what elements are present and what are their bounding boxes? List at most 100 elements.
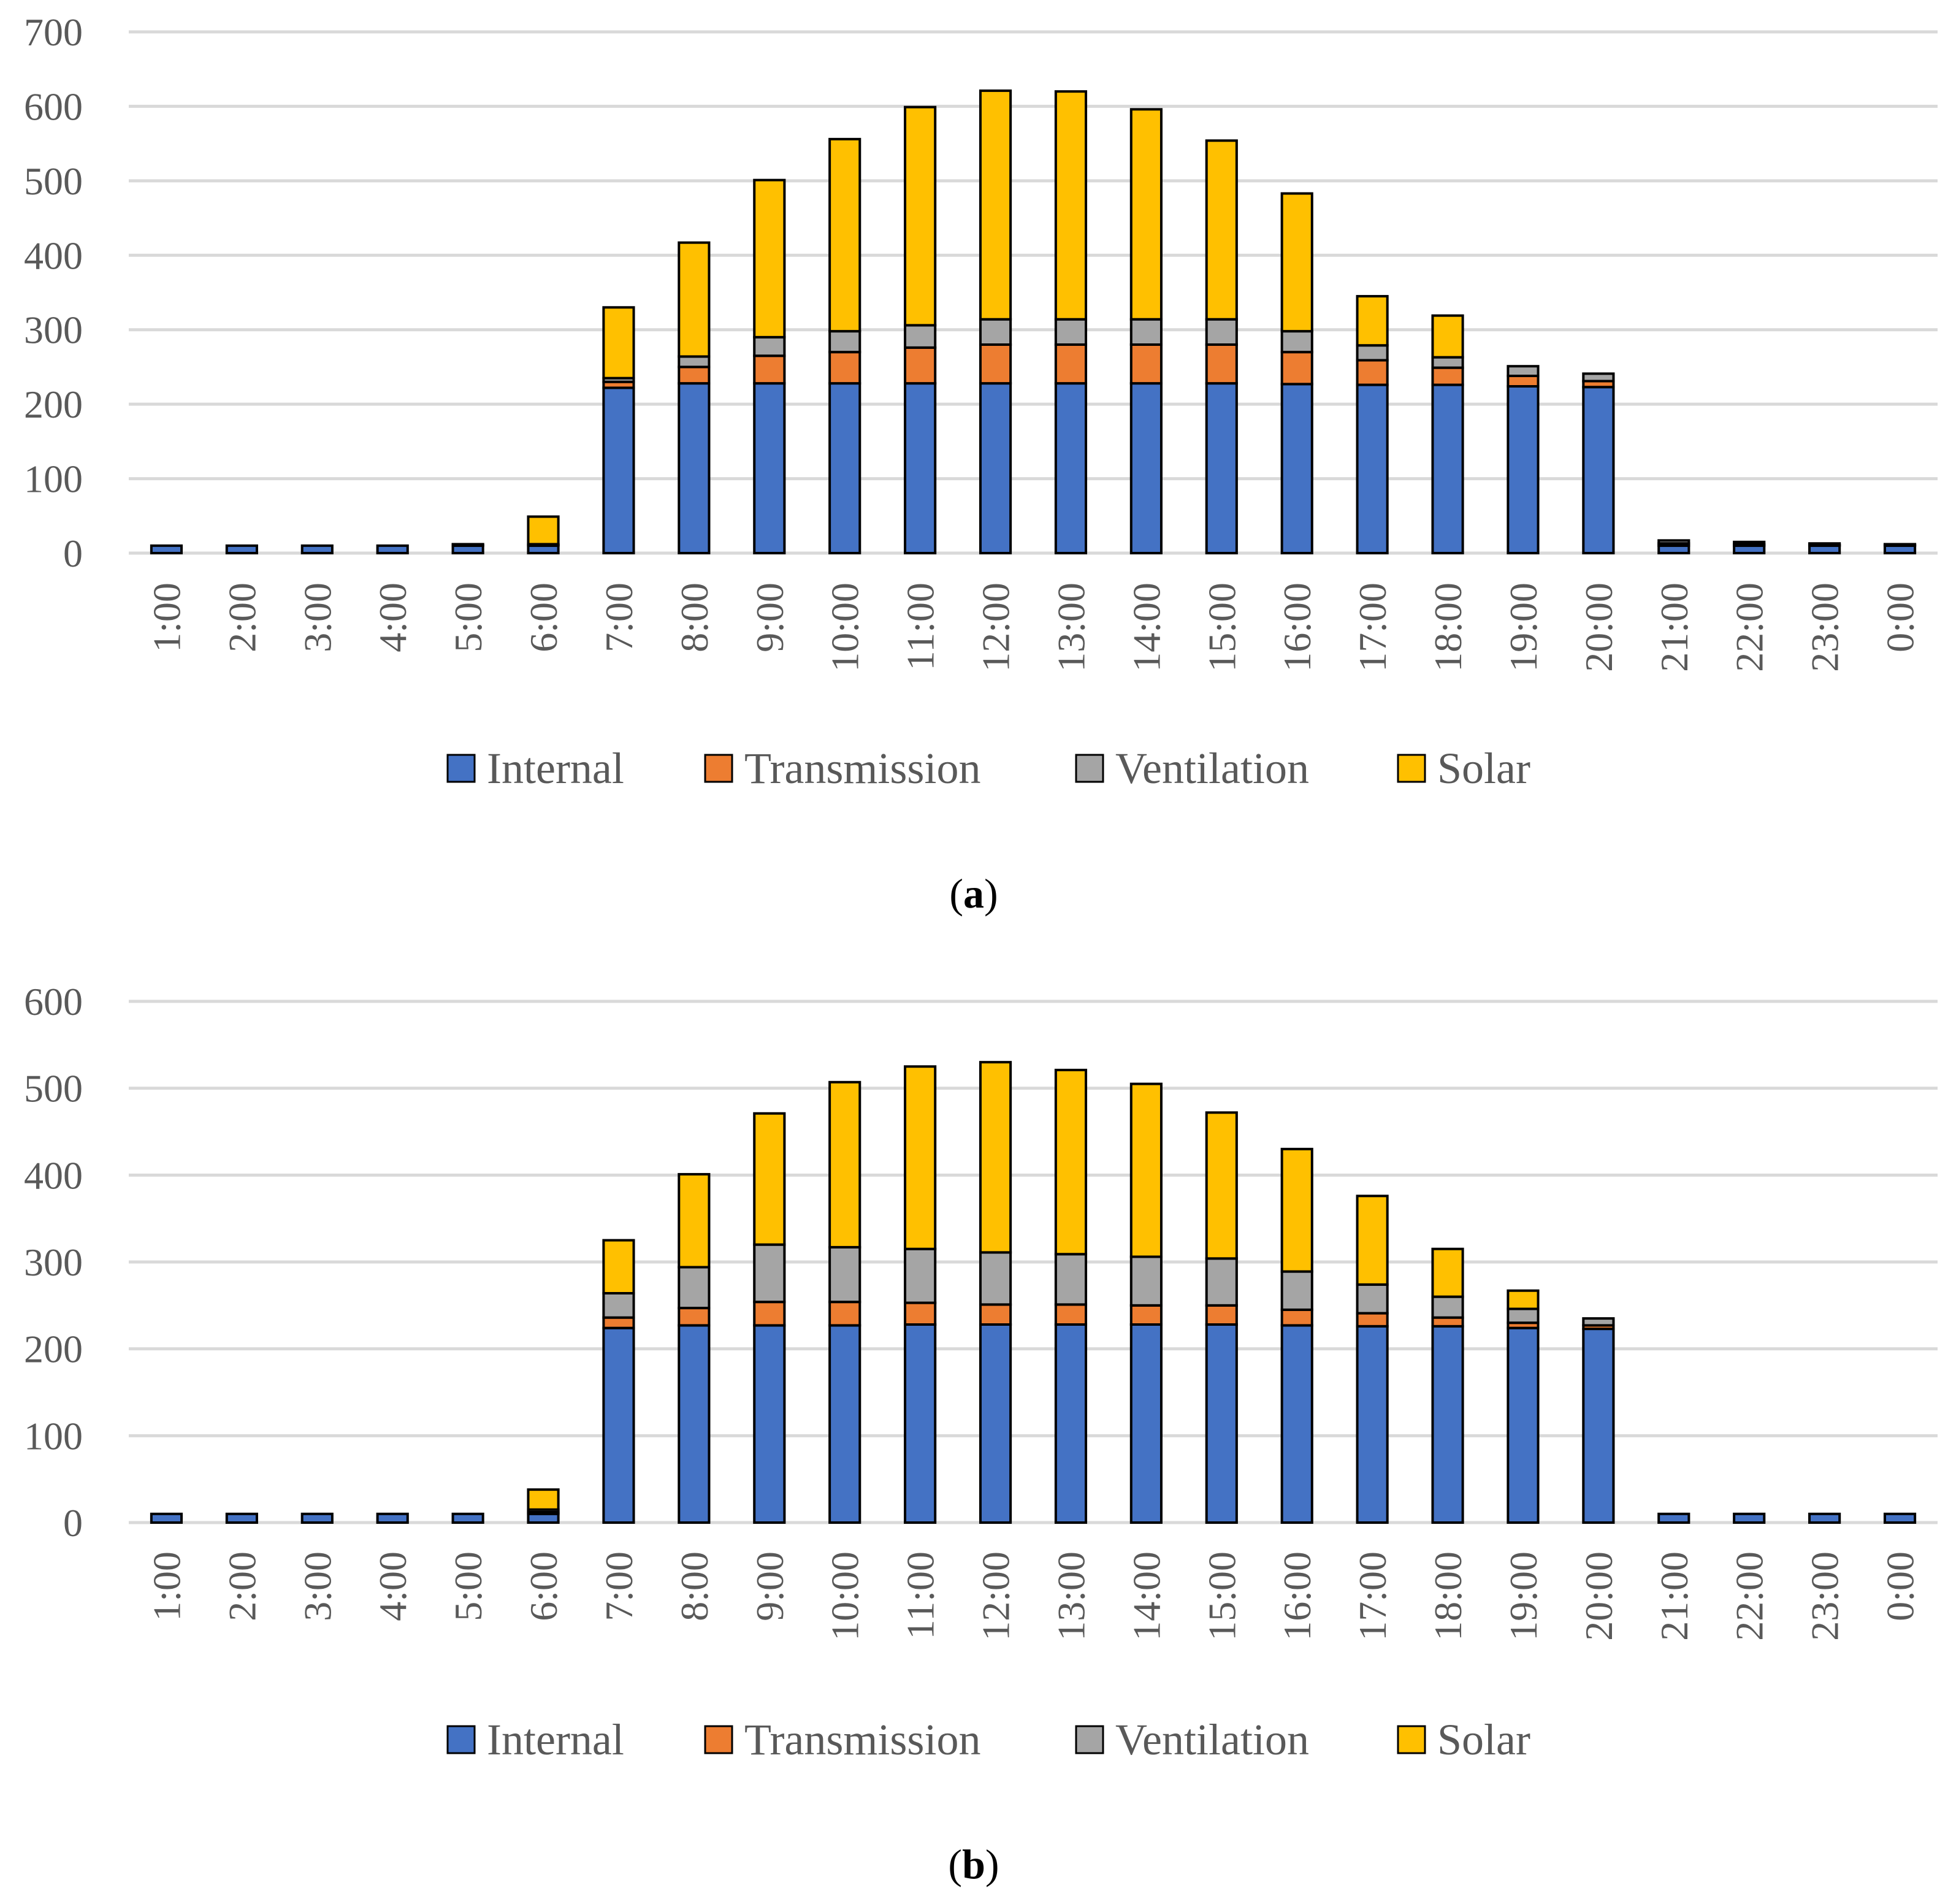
bar-segment-transmission	[1507, 375, 1540, 388]
bar-segment-ventilation	[828, 1245, 861, 1304]
bar-segment-internal	[753, 1324, 786, 1524]
bar-segment-transmission	[1054, 1303, 1088, 1326]
bar-segment-transmission	[1431, 1316, 1464, 1328]
chart-b: 0 100 200 300 400 500 600 1:00 2:00 3:00 4:00 5:00 6…	[24, 980, 1938, 1764]
bar-segment-ventilation	[1431, 356, 1464, 369]
bar-segment-solar	[1356, 295, 1389, 347]
bar-segment-ventilation	[678, 355, 711, 369]
bar-segment-ventilation	[1657, 539, 1690, 545]
x-tick-label: 13:00	[1049, 1551, 1093, 1641]
bar-segment-ventilation	[753, 1243, 786, 1304]
bar-segment-internal	[225, 544, 258, 554]
bar-segment-solar	[753, 1112, 786, 1246]
bar-segment-solar	[904, 105, 937, 327]
bar-segment-solar	[1431, 314, 1464, 359]
bar-segment-internal	[753, 382, 786, 555]
legend-label-internal: Internal	[487, 744, 624, 793]
bar-segment-internal	[1582, 1328, 1615, 1524]
x-tick-label: 12:00	[974, 583, 1018, 672]
bar-segment-internal	[1280, 383, 1313, 554]
bar-segment-solar	[828, 137, 861, 333]
bar-segment-internal	[1356, 1325, 1389, 1524]
legend-label-ventilation: Ventilation	[1115, 1715, 1309, 1764]
bar-segment-internal	[150, 1512, 183, 1524]
bar-segment-solar	[1280, 192, 1313, 333]
bar-segment-internal	[1054, 382, 1088, 555]
bar-segment-transmission	[1280, 351, 1313, 386]
y-tick-label: 200	[24, 383, 83, 426]
bar-segment-ventilation	[1808, 542, 1841, 546]
bar-segment-internal	[1431, 383, 1464, 554]
bar-segment-transmission	[828, 351, 861, 385]
bar-segment-internal	[602, 386, 635, 555]
x-tick-label: 4:00	[371, 583, 414, 652]
bar-segment-internal	[904, 1323, 937, 1524]
bar-segment-internal	[1205, 382, 1238, 555]
x-tick-label: 1:00	[145, 583, 188, 652]
bar-segment-ventilation	[1205, 318, 1238, 346]
bar-segment-transmission	[602, 1316, 635, 1329]
bar-segment-internal	[678, 1324, 711, 1524]
x-tick-label: 5:00	[446, 583, 490, 652]
bar-segment-ventilation	[602, 1292, 635, 1319]
legend-swatch-solar	[1397, 1725, 1426, 1754]
legend-swatch-internal	[446, 1725, 476, 1754]
x-tick-label: 15:00	[1200, 583, 1243, 672]
legend-swatch-ventilation	[1075, 1725, 1104, 1754]
bar-segment-internal	[150, 544, 183, 554]
bar-segment-ventilation	[1733, 540, 1766, 546]
bar-segment-internal	[1129, 1323, 1163, 1524]
bar-segment-solar	[979, 1061, 1012, 1254]
bar-segment-internal	[602, 1326, 635, 1524]
legend-label-solar: Solar	[1437, 1715, 1530, 1764]
x-tick-label: 7:00	[597, 583, 641, 652]
bar-segment-internal	[979, 1323, 1012, 1524]
bar-segment-ventilation	[1356, 1283, 1389, 1315]
x-tick-label: 18:00	[1426, 1551, 1470, 1641]
bar-segment-transmission	[1431, 366, 1464, 386]
bar-segment-ventilation	[753, 335, 786, 357]
panel-label-b: (b)	[948, 1841, 999, 1887]
bar-segment-ventilation	[1054, 1253, 1088, 1306]
y-tick-label: 600	[24, 980, 83, 1023]
x-tick-label: 21:00	[1652, 1551, 1696, 1641]
legend-swatch-solar	[1397, 754, 1426, 783]
bar-segment-ventilation	[1280, 330, 1313, 354]
bar-segment-transmission	[1129, 1304, 1163, 1326]
x-tick-label: 0:00	[1879, 583, 1922, 652]
y-tick-label: 300	[24, 308, 83, 352]
bar-segment-solar	[1054, 90, 1088, 321]
x-tick-label: 18:00	[1426, 583, 1470, 672]
y-tick-label: 0	[63, 1501, 83, 1545]
x-tick-label: 3:00	[296, 1551, 339, 1621]
bar-segment-transmission	[979, 343, 1012, 385]
bar-segment-transmission	[904, 1301, 937, 1326]
bar-segment-solar	[527, 1488, 560, 1511]
legend-swatch-transmission	[704, 1725, 733, 1754]
legend-label-transmission: Transmission	[744, 744, 980, 793]
bar-segment-transmission	[1356, 359, 1389, 386]
legend-label-ventilation: Ventilation	[1115, 744, 1309, 793]
x-tick-label: 19:00	[1502, 583, 1545, 672]
x-tick-label: 17:00	[1351, 583, 1394, 672]
x-tick-label: 13:00	[1049, 583, 1093, 672]
bar-segment-transmission	[1280, 1308, 1313, 1327]
bar-segment-transmission	[904, 346, 937, 385]
bar-segment-ventilation	[1507, 365, 1540, 378]
x-tick-label: 17:00	[1351, 1551, 1394, 1641]
bar-segment-internal	[979, 382, 1012, 555]
bar-segment-solar	[602, 306, 635, 380]
bar-segment-ventilation	[451, 543, 484, 546]
bar-segment-internal	[1431, 1325, 1464, 1524]
bar-segment-internal	[1883, 1512, 1917, 1524]
x-tick-label: 16:00	[1275, 1551, 1319, 1641]
y-tick-label: 400	[24, 1153, 83, 1197]
y-tick-label: 0	[63, 532, 83, 575]
bar-segment-internal	[904, 382, 937, 555]
x-tick-label: 14:00	[1125, 1551, 1168, 1641]
bar-segment-transmission	[1205, 1304, 1238, 1326]
y-tick-label: 100	[24, 457, 83, 501]
bar-segment-ventilation	[1129, 318, 1163, 346]
bar-segment-internal	[1657, 1512, 1690, 1524]
